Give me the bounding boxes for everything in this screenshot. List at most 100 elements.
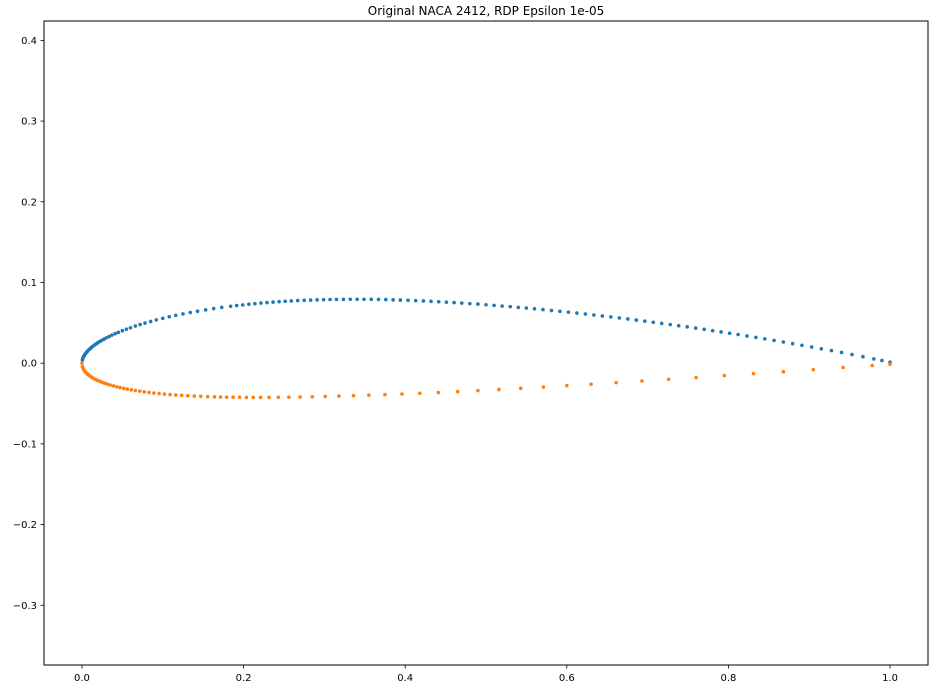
data-point-upper_surface: [850, 352, 854, 357]
series-upper_surface: [80, 297, 892, 364]
data-point-lower_surface: [518, 386, 523, 391]
data-point-lower_surface: [244, 395, 249, 400]
data-point-upper_surface: [295, 298, 300, 303]
data-point-upper_surface: [685, 325, 689, 329]
data-point-upper_surface: [362, 297, 366, 302]
data-point-upper_surface: [727, 331, 732, 336]
data-point-upper_surface: [541, 307, 545, 312]
data-point-upper_surface: [334, 297, 339, 302]
data-point-upper_surface: [500, 304, 504, 308]
data-point-upper_surface: [308, 298, 313, 302]
data-point-lower_surface: [125, 387, 130, 391]
data-point-upper_surface: [476, 302, 480, 306]
data-point-upper_surface: [642, 319, 647, 323]
data-point-upper_surface: [575, 311, 579, 315]
x-tick-label: 0.6: [559, 673, 575, 684]
data-point-upper_surface: [154, 318, 159, 322]
data-point-lower_surface: [173, 393, 178, 397]
data-point-upper_surface: [110, 333, 114, 337]
data-point-upper_surface: [600, 314, 605, 318]
data-point-upper_surface: [809, 345, 814, 349]
data-point-upper_surface: [107, 334, 111, 339]
data-point-upper_surface: [492, 303, 496, 308]
data-point-lower_surface: [118, 385, 122, 390]
data-point-upper_surface: [240, 303, 245, 307]
data-point-upper_surface: [861, 354, 865, 359]
data-point-upper_surface: [566, 310, 571, 314]
data-point-lower_surface: [251, 395, 256, 400]
data-point-lower_surface: [276, 395, 281, 400]
data-point-upper_surface: [429, 299, 433, 304]
data-point-upper_surface: [468, 301, 472, 306]
data-point-lower_surface: [751, 371, 756, 376]
data-point-upper_surface: [195, 309, 200, 314]
data-point-lower_surface: [310, 394, 315, 399]
x-axis: 0.0 0.2 0.4 0.6 0.8 1.0: [74, 665, 898, 684]
data-point-upper_surface: [754, 335, 758, 340]
data-point-upper_surface: [128, 325, 133, 330]
data-point-lower_surface: [400, 392, 404, 396]
data-point-upper_surface: [626, 317, 630, 321]
data-point-upper_surface: [839, 350, 844, 355]
data-point-lower_surface: [287, 395, 291, 399]
data-point-upper_surface: [452, 300, 456, 305]
data-point-upper_surface: [203, 308, 208, 312]
y-tick-label: 0.1: [21, 278, 37, 289]
data-point-upper_surface: [181, 312, 185, 316]
data-point-lower_surface: [298, 395, 302, 399]
data-point-upper_surface: [188, 310, 193, 315]
data-point-upper_surface: [436, 299, 441, 304]
data-point-upper_surface: [406, 298, 410, 303]
series-lower_surface: [80, 361, 892, 400]
data-point-upper_surface: [736, 332, 740, 337]
data-point-lower_surface: [351, 393, 356, 398]
data-point-upper_surface: [315, 298, 319, 302]
data-point-upper_surface: [219, 305, 224, 310]
data-point-upper_surface: [369, 297, 374, 302]
data-point-upper_surface: [710, 328, 715, 333]
data-point-lower_surface: [142, 390, 146, 394]
data-point-upper_surface: [659, 321, 664, 326]
data-point-lower_surface: [102, 381, 107, 385]
x-tick-label: 0.4: [397, 673, 413, 684]
data-point-lower_surface: [192, 394, 197, 398]
data-point-lower_surface: [129, 388, 134, 392]
data-point-upper_surface: [772, 338, 776, 343]
data-point-upper_surface: [398, 298, 403, 302]
data-point-upper_surface: [524, 306, 529, 310]
data-point-upper_surface: [259, 301, 263, 305]
data-point-upper_surface: [283, 299, 288, 304]
data-point-upper_surface: [516, 305, 521, 310]
data-point-upper_surface: [745, 334, 749, 338]
data-point-upper_surface: [484, 302, 488, 307]
data-point-upper_surface: [762, 337, 767, 341]
data-point-lower_surface: [152, 391, 156, 395]
data-point-upper_surface: [376, 297, 381, 302]
chart-title: Original NACA 2412, RDP Epsilon 1e-05: [367, 4, 605, 18]
y-tick-label: −0.2: [13, 520, 37, 531]
data-point-lower_surface: [337, 394, 341, 398]
data-point-lower_surface: [589, 382, 593, 386]
data-point-upper_surface: [116, 330, 121, 335]
data-point-lower_surface: [640, 379, 644, 383]
x-tick-label: 0.2: [236, 673, 252, 684]
data-point-upper_surface: [302, 298, 306, 303]
y-tick-label: −0.1: [13, 439, 37, 450]
data-point-lower_surface: [722, 373, 727, 378]
data-point-lower_surface: [455, 389, 460, 394]
y-axis: 0.4 0.3 0.2 0.1 0.0 −0.1 −0.2 −0.3: [13, 36, 44, 612]
data-point-upper_surface: [265, 300, 269, 305]
data-point-upper_surface: [328, 297, 332, 302]
data-point-lower_surface: [237, 395, 242, 400]
data-point-upper_surface: [583, 312, 588, 316]
data-point-upper_surface: [113, 331, 117, 336]
data-point-lower_surface: [157, 391, 161, 396]
data-point-upper_surface: [800, 343, 804, 348]
data-point-lower_surface: [497, 387, 501, 392]
data-point-lower_surface: [541, 385, 546, 389]
data-point-lower_surface: [367, 393, 371, 397]
data-point-lower_surface: [436, 390, 441, 395]
data-point-upper_surface: [348, 297, 353, 302]
